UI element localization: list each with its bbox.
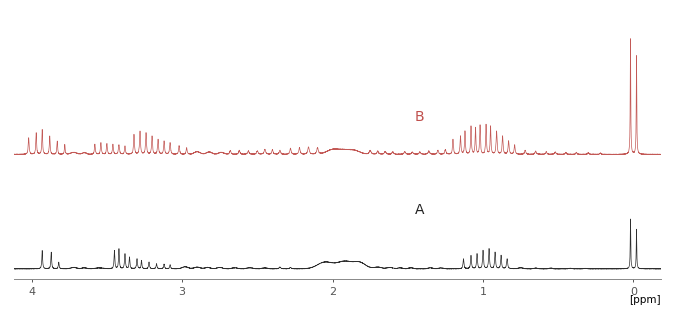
Text: [ppm]: [ppm] (629, 295, 661, 305)
Text: A: A (415, 203, 424, 217)
Text: B: B (415, 110, 424, 124)
